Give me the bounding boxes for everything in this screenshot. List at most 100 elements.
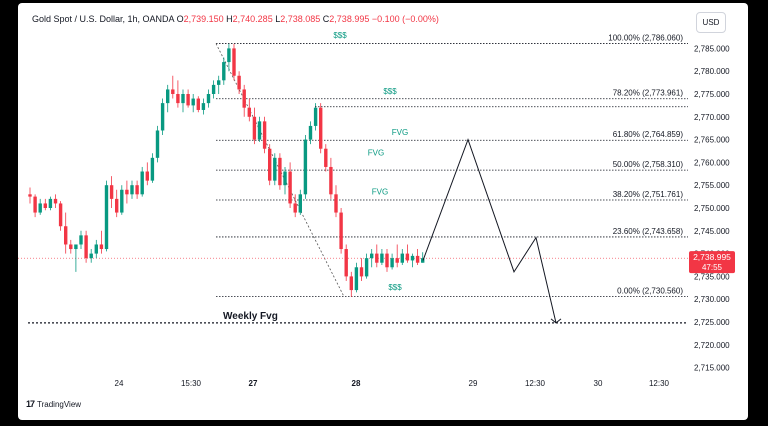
candle-body — [166, 89, 170, 104]
fib-label: 61.80% (2,764.859) — [613, 130, 684, 139]
candle-body — [69, 244, 73, 250]
x-tick-label: 15:30 — [181, 379, 202, 388]
annotation-label: FVG — [392, 128, 408, 137]
candle-body — [222, 62, 226, 81]
candle-body — [109, 185, 114, 199]
candle-body — [120, 189, 124, 213]
candle-body — [268, 148, 272, 181]
current-price-tag — [689, 251, 735, 274]
fib-label: 0.00% (2,730.560) — [617, 287, 683, 296]
fib-label: 50.00% (2,758.310) — [613, 160, 684, 169]
y-tick-label: 2,760.000 — [694, 158, 730, 167]
candle-body — [84, 235, 88, 259]
candle-body — [227, 48, 231, 63]
candle-body — [64, 226, 68, 245]
high-label: H — [226, 14, 233, 24]
candle-body — [155, 130, 160, 158]
fib-label: 100.00% (2,786.060) — [608, 34, 683, 43]
price-chart[interactable]: 100.00% (2,786.060) 78.20% (2,773.961) 61.… — [18, 3, 748, 420]
candle-body — [400, 253, 404, 263]
candle-body — [217, 80, 221, 85]
candle-body — [375, 253, 379, 263]
candle-body — [28, 194, 32, 197]
candle-body — [206, 94, 211, 104]
open-value: 2,739.150 — [183, 14, 224, 24]
candle-body — [150, 157, 155, 181]
candle-body — [33, 196, 37, 213]
y-tick-label: 2,785.000 — [694, 44, 730, 53]
candle-body — [232, 48, 236, 76]
y-tick-label: 2,770.000 — [694, 113, 730, 122]
annotation-label: $$$ — [383, 87, 397, 96]
candle-body — [283, 171, 287, 186]
candle-body — [58, 203, 63, 227]
symbol-name: Gold Spot / U.S. Dollar, 1h, OANDA — [32, 14, 175, 24]
y-tick-label: 2,775.000 — [694, 90, 730, 99]
candle-body — [247, 107, 251, 117]
candle-body — [237, 75, 241, 90]
candle-body — [176, 94, 180, 104]
candle-body — [293, 203, 297, 213]
candle-body — [354, 267, 359, 291]
candle-body — [211, 84, 216, 94]
annotations-layer: $$$ $$$ FVG FVG FVG $$$ — [315, 31, 688, 292]
x-tick-label: 24 — [115, 379, 124, 388]
candle-body — [344, 249, 348, 277]
candle-body — [104, 185, 109, 250]
candle-body — [135, 185, 139, 195]
candle-body — [380, 253, 384, 263]
candle-body — [364, 258, 369, 277]
y-tick-label: 2,765.000 — [694, 136, 730, 145]
candle-body — [191, 98, 195, 106]
candle-body — [186, 94, 190, 106]
x-tick-label: 27 — [249, 379, 258, 388]
currency-button[interactable]: USD — [696, 12, 726, 33]
candle-body — [385, 253, 389, 268]
projection-layer — [422, 138, 562, 324]
candle-body — [89, 253, 93, 259]
y-tick-label: 2,720.000 — [694, 341, 730, 350]
annotation-label: $$$ — [333, 31, 347, 40]
close-label: C — [322, 14, 330, 24]
candle-body — [339, 212, 343, 250]
candle-body — [410, 255, 415, 261]
close-value: 2,738.995 — [329, 14, 370, 24]
candle-body — [94, 244, 98, 254]
candle-body — [273, 157, 277, 181]
candle-body — [334, 194, 338, 213]
candle-body — [99, 244, 104, 250]
candle-body — [313, 107, 318, 126]
candle-body — [395, 258, 399, 263]
x-tick-label: 12:30 — [649, 379, 670, 388]
candle-body — [405, 253, 410, 261]
candle-body — [390, 258, 394, 268]
candle-body — [415, 255, 420, 263]
x-tick-label: 29 — [469, 379, 478, 388]
candle-body — [171, 89, 175, 94]
projection-path — [422, 138, 557, 324]
y-tick-label: 2,730.000 — [694, 295, 730, 304]
low-value: 2,738.085 — [280, 14, 321, 24]
x-tick-label: 30 — [594, 379, 603, 388]
candle-body — [421, 258, 425, 263]
candle-body — [242, 89, 246, 108]
candle-body — [115, 198, 119, 213]
candle-body — [262, 121, 267, 149]
y-axis: 2,785.000 2,780.000 2,775.000 2,770.000 2,76… — [694, 44, 730, 372]
countdown-label: 47:55 — [702, 263, 723, 272]
candle-body — [303, 139, 308, 195]
annotation-label: FVG — [368, 149, 384, 158]
candle-body — [252, 116, 257, 140]
candle-body — [370, 253, 374, 259]
weekly-fvg-label: Weekly Fvg — [223, 311, 278, 322]
brand-name: TradingView — [37, 399, 82, 409]
y-tick-label: 2,750.000 — [694, 204, 730, 213]
candle-body — [145, 171, 149, 181]
candle-body — [288, 171, 292, 204]
tradingview-logo-icon: 17 — [26, 399, 35, 409]
candle-body — [278, 157, 282, 186]
symbol-legend: Gold Spot / U.S. Dollar, 1h, OANDA O2,73… — [32, 14, 439, 24]
candle-body — [74, 244, 78, 250]
candle-body — [130, 185, 134, 195]
